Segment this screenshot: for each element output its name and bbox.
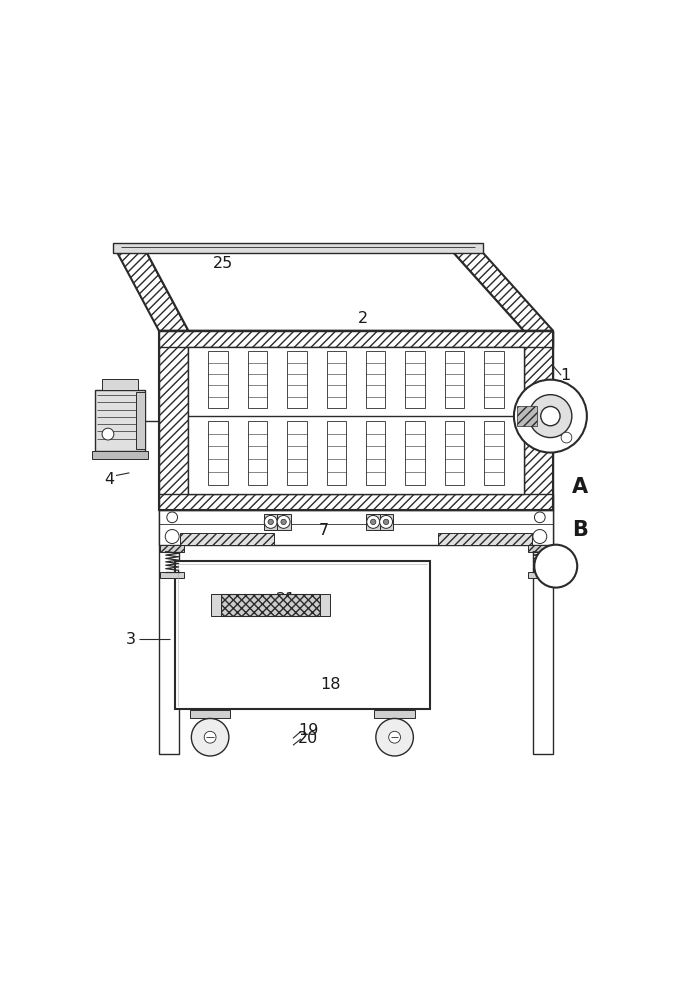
Bar [524,331,553,510]
Bar [159,510,553,545]
Bar [445,351,464,408]
Text: 19: 19 [298,723,318,738]
Bar [159,331,188,510]
Bar [320,594,329,616]
Circle shape [561,432,572,443]
Bar [445,421,464,485]
Bar [159,331,553,347]
Circle shape [102,428,114,440]
Circle shape [376,718,413,756]
Bar [287,351,307,408]
Bar [208,421,228,485]
Circle shape [383,519,389,525]
Bar [159,494,553,510]
Bar [484,351,504,408]
Bar [327,351,346,408]
Circle shape [529,395,572,438]
Bar [136,392,145,449]
Bar [175,561,430,709]
Circle shape [268,519,273,525]
Bar [159,331,553,510]
Bar [484,421,504,485]
Bar [366,421,385,485]
Text: B: B [572,520,588,540]
Bar [277,514,291,530]
Bar [287,421,307,485]
Circle shape [204,731,216,743]
Text: 21: 21 [276,592,297,607]
Bar [438,533,531,545]
Text: 2: 2 [358,311,367,326]
Circle shape [367,515,380,528]
Bar [528,545,552,552]
Bar [366,514,380,530]
Bar [102,379,138,390]
Bar [159,510,179,754]
Polygon shape [116,250,188,331]
Text: 18: 18 [320,677,340,692]
Text: 5: 5 [567,406,577,421]
Bar [161,545,184,552]
Polygon shape [517,406,537,426]
Circle shape [534,545,577,588]
Circle shape [514,380,587,453]
Bar [190,710,230,718]
Bar [113,243,483,253]
Text: 7: 7 [319,523,329,538]
Text: 1: 1 [561,368,570,383]
Bar [533,510,553,754]
Polygon shape [451,250,553,331]
Bar [248,351,267,408]
Circle shape [192,718,229,756]
Circle shape [167,512,178,523]
Bar [161,572,184,578]
Bar [211,594,221,616]
Bar [327,421,346,485]
Circle shape [534,512,545,523]
Bar [264,514,277,530]
Bar [366,351,385,408]
Bar [95,390,145,451]
Text: 20: 20 [298,731,318,746]
Text: 6: 6 [283,392,293,407]
Bar [188,347,524,494]
Circle shape [264,515,277,528]
Bar [208,351,228,408]
Bar [380,514,393,530]
Bar [374,710,415,718]
Bar [406,421,425,485]
Bar [528,572,552,578]
Bar [248,421,267,485]
Text: 4: 4 [104,472,115,487]
Text: 25: 25 [213,256,233,271]
Bar [181,533,274,545]
Circle shape [540,406,560,426]
Circle shape [165,530,179,543]
Bar [92,451,148,459]
Circle shape [389,731,401,743]
Circle shape [281,519,286,525]
Bar [221,594,320,616]
Text: A: A [572,477,588,497]
Circle shape [380,515,392,528]
Circle shape [370,519,376,525]
Bar [406,351,425,408]
Polygon shape [145,250,524,331]
Circle shape [277,515,290,528]
Circle shape [533,530,547,543]
Text: 3: 3 [126,632,136,647]
